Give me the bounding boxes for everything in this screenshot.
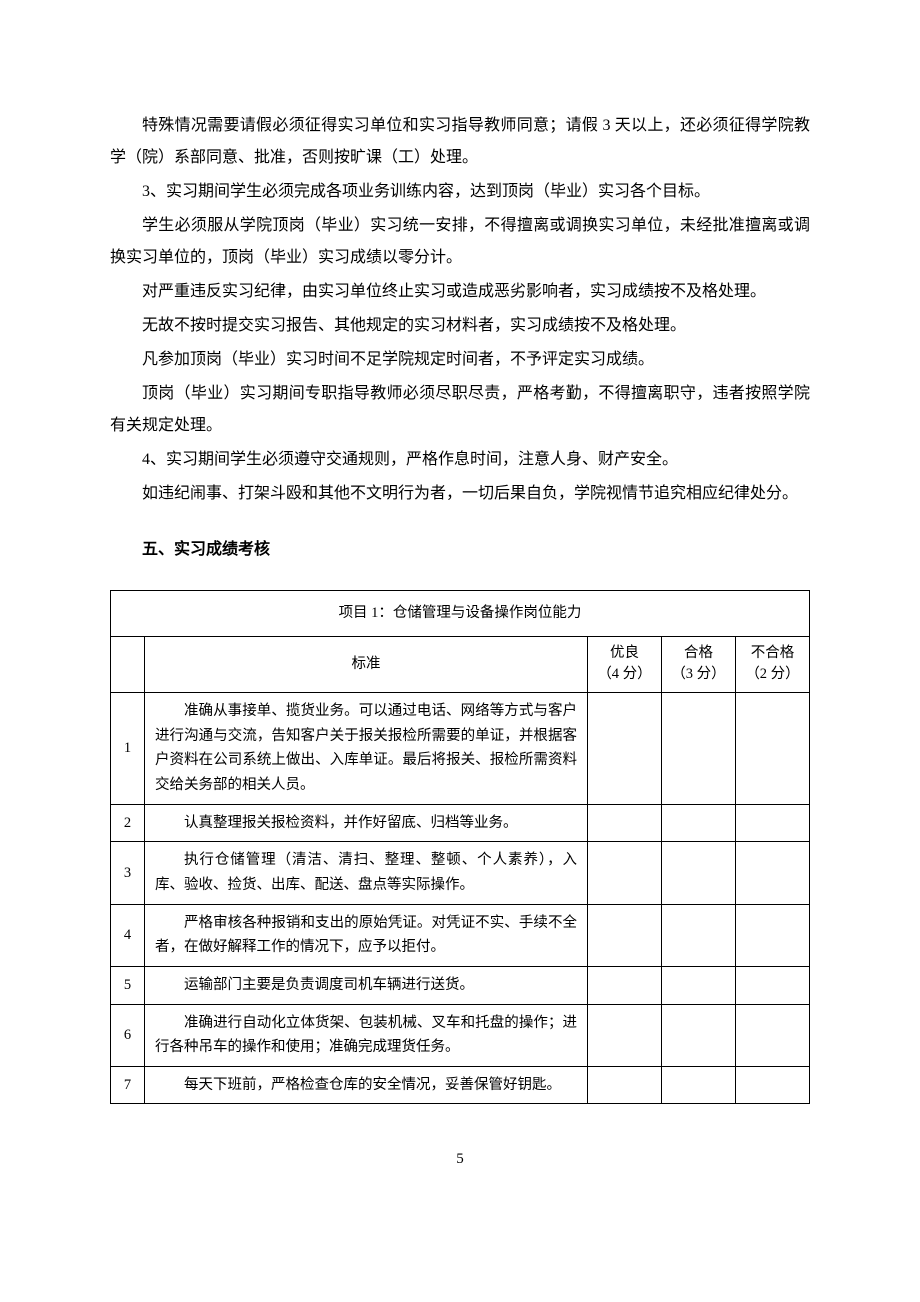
paragraph-5: 无故不按时提交实习报告、其他规定的实习材料者，实习成绩按不及格处理。 bbox=[110, 310, 810, 342]
header-standard: 标准 bbox=[145, 636, 588, 693]
row-pass-cell bbox=[662, 966, 736, 1004]
paragraph-2: 3、实习期间学生必须完成各项业务训练内容，达到顶岗（毕业）实习各个目标。 bbox=[110, 176, 810, 208]
table-row: 5 运输部门主要是负责调度司机车辆进行送货。 bbox=[111, 966, 810, 1004]
header-fail-label: 不合格 bbox=[744, 643, 801, 665]
paragraph-6: 凡参加顶岗（毕业）实习时间不足学院规定时间者，不予评定实习成绩。 bbox=[110, 344, 810, 376]
row-fail-cell bbox=[736, 1066, 810, 1104]
table-row: 1 准确从事接单、揽货业务。可以通过电话、网络等方式与客户进行沟通与交流，告知客… bbox=[111, 693, 810, 805]
row-fail-cell bbox=[736, 693, 810, 805]
row-pass-cell bbox=[662, 804, 736, 842]
header-excellent-label: 优良 bbox=[596, 643, 653, 665]
row-excellent-cell bbox=[588, 966, 662, 1004]
row-num: 1 bbox=[111, 693, 145, 805]
section-heading: 五、实习成绩考核 bbox=[110, 534, 810, 566]
row-excellent-cell bbox=[588, 1066, 662, 1104]
table-header-row: 标准 优良 （4 分） 合格 （3 分） 不合格 （2 分） bbox=[111, 636, 810, 693]
paragraph-8: 4、实习期间学生必须遵守交通规则，严格作息时间，注意人身、财产安全。 bbox=[110, 444, 810, 476]
row-num: 4 bbox=[111, 904, 145, 966]
paragraph-9: 如违纪闹事、打架斗殴和其他不文明行为者，一切后果自负，学院视情节追究相应纪律处分… bbox=[110, 478, 810, 510]
header-pass-score: （3 分） bbox=[670, 664, 727, 686]
assessment-table: 项目 1：仓储管理与设备操作岗位能力 标准 优良 （4 分） 合格 （3 分） … bbox=[110, 590, 810, 1104]
table-row: 3 执行仓储管理（清洁、清扫、整理、整顿、个人素养），入库、验收、捡货、出库、配… bbox=[111, 842, 810, 904]
header-pass: 合格 （3 分） bbox=[662, 636, 736, 693]
header-fail: 不合格 （2 分） bbox=[736, 636, 810, 693]
row-pass-cell bbox=[662, 842, 736, 904]
row-pass-cell bbox=[662, 1004, 736, 1066]
row-fail-cell bbox=[736, 842, 810, 904]
table-row: 6 准确进行自动化立体货架、包装机械、叉车和托盘的操作；进行各种吊车的操作和使用… bbox=[111, 1004, 810, 1066]
table-row: 7 每天下班前，严格检查仓库的安全情况，妥善保管好钥匙。 bbox=[111, 1066, 810, 1104]
row-num: 3 bbox=[111, 842, 145, 904]
header-fail-score: （2 分） bbox=[744, 664, 801, 686]
row-standard: 每天下班前，严格检查仓库的安全情况，妥善保管好钥匙。 bbox=[145, 1066, 588, 1104]
row-num: 5 bbox=[111, 966, 145, 1004]
row-standard: 运输部门主要是负责调度司机车辆进行送货。 bbox=[145, 966, 588, 1004]
row-excellent-cell bbox=[588, 904, 662, 966]
row-excellent-cell bbox=[588, 693, 662, 805]
row-fail-cell bbox=[736, 1004, 810, 1066]
table-row: 2 认真整理报关报检资料，并作好留底、归档等业务。 bbox=[111, 804, 810, 842]
row-fail-cell bbox=[736, 904, 810, 966]
paragraph-1: 特殊情况需要请假必须征得实习单位和实习指导教师同意；请假 3 天以上，还必须征得… bbox=[110, 110, 810, 174]
row-standard: 准确从事接单、揽货业务。可以通过电话、网络等方式与客户进行沟通与交流，告知客户关… bbox=[145, 693, 588, 805]
row-standard: 认真整理报关报检资料，并作好留底、归档等业务。 bbox=[145, 804, 588, 842]
row-num: 6 bbox=[111, 1004, 145, 1066]
row-excellent-cell bbox=[588, 804, 662, 842]
header-excellent-score: （4 分） bbox=[596, 664, 653, 686]
row-standard: 准确进行自动化立体货架、包装机械、叉车和托盘的操作；进行各种吊车的操作和使用；准… bbox=[145, 1004, 588, 1066]
row-fail-cell bbox=[736, 804, 810, 842]
row-fail-cell bbox=[736, 966, 810, 1004]
row-pass-cell bbox=[662, 693, 736, 805]
page-number: 5 bbox=[110, 1144, 810, 1174]
header-excellent: 优良 （4 分） bbox=[588, 636, 662, 693]
paragraph-3: 学生必须服从学院顶岗（毕业）实习统一安排，不得擅离或调换实习单位，未经批准擅离或… bbox=[110, 210, 810, 274]
row-standard: 严格审核各种报销和支出的原始凭证。对凭证不实、手续不全者，在做好解释工作的情况下… bbox=[145, 904, 588, 966]
row-excellent-cell bbox=[588, 1004, 662, 1066]
row-num: 2 bbox=[111, 804, 145, 842]
row-pass-cell bbox=[662, 1066, 736, 1104]
paragraph-4: 对严重违反实习纪律，由实习单位终止实习或造成恶劣影响者，实习成绩按不及格处理。 bbox=[110, 276, 810, 308]
paragraph-7: 顶岗（毕业）实习期间专职指导教师必须尽职尽责，严格考勤，不得擅离职守，违者按照学… bbox=[110, 378, 810, 442]
row-excellent-cell bbox=[588, 842, 662, 904]
row-pass-cell bbox=[662, 904, 736, 966]
table-title-row: 项目 1：仓储管理与设备操作岗位能力 bbox=[111, 591, 810, 637]
header-num-blank bbox=[111, 636, 145, 693]
row-num: 7 bbox=[111, 1066, 145, 1104]
row-standard: 执行仓储管理（清洁、清扫、整理、整顿、个人素养），入库、验收、捡货、出库、配送、… bbox=[145, 842, 588, 904]
table-row: 4 严格审核各种报销和支出的原始凭证。对凭证不实、手续不全者，在做好解释工作的情… bbox=[111, 904, 810, 966]
table-title: 项目 1：仓储管理与设备操作岗位能力 bbox=[111, 591, 810, 637]
header-pass-label: 合格 bbox=[670, 643, 727, 665]
